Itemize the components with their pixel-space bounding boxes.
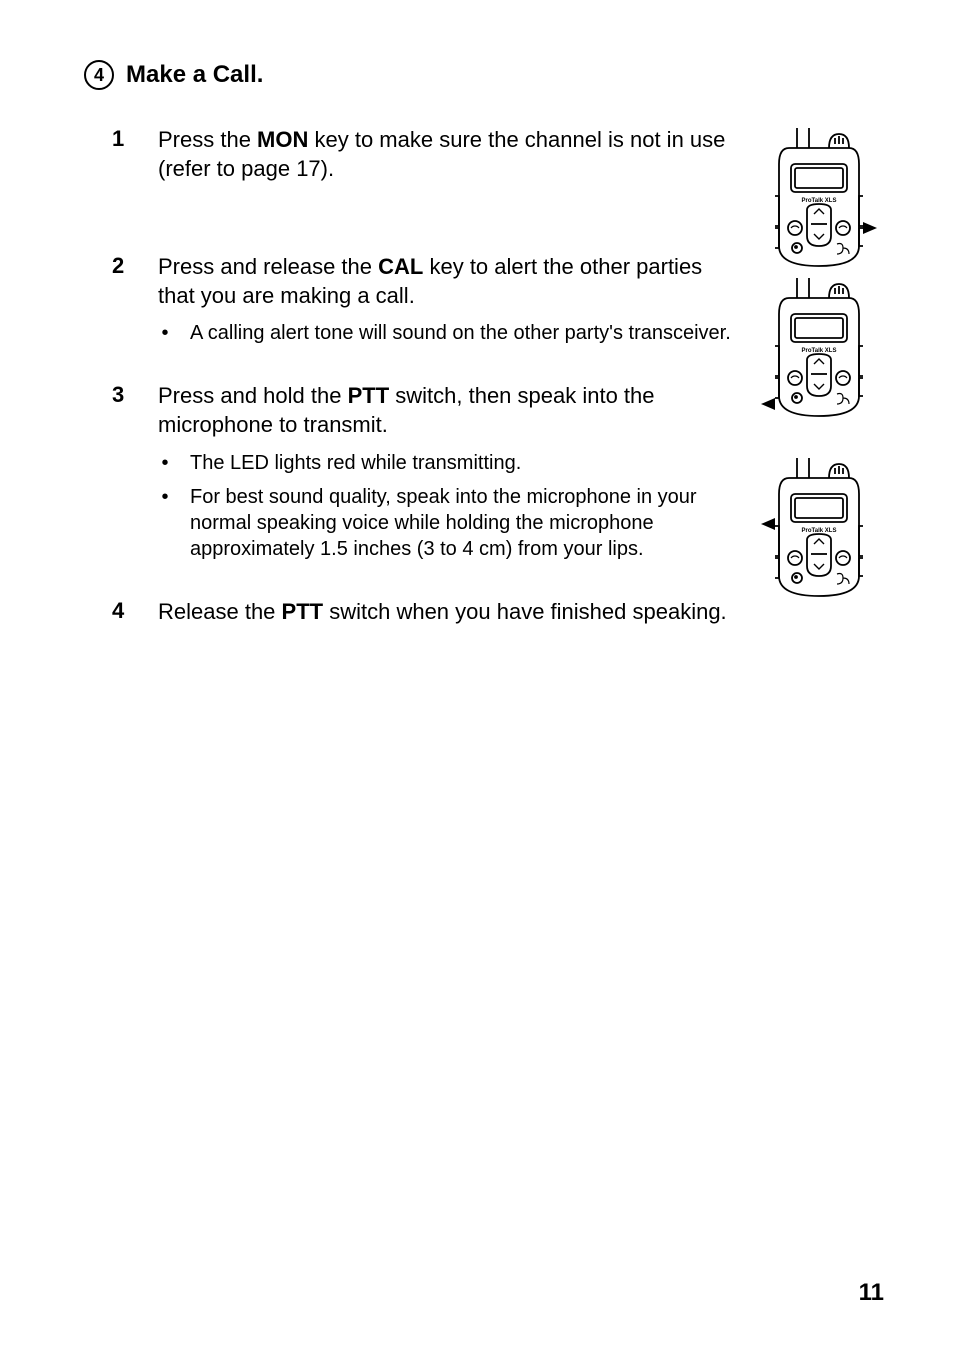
pointer-left-icon bbox=[761, 398, 775, 410]
step-text-post: switch when you have finished speaking. bbox=[323, 599, 727, 624]
bullet-text: For best sound quality, speak into the m… bbox=[190, 484, 734, 562]
step-item: 1 Press the MON key to make sure the cha… bbox=[112, 126, 734, 183]
step-body: Press the MON key to make sure the chann… bbox=[158, 126, 734, 183]
step-number: 3 bbox=[112, 382, 130, 569]
step-item: 3 Press and hold the PTT switch, then sp… bbox=[112, 382, 734, 569]
pointer-left-icon bbox=[761, 518, 775, 530]
sub-bullet-item: • For best sound quality, speak into the… bbox=[158, 484, 734, 562]
step-number: 1 bbox=[112, 126, 130, 183]
page: 4 Make a Call. 1 Press the MON key to ma… bbox=[0, 0, 954, 1345]
section-header: 4 Make a Call. bbox=[84, 60, 884, 90]
bullet-dot-icon: • bbox=[158, 450, 172, 476]
step-number: 2 bbox=[112, 253, 130, 354]
sub-bullet-item: • A calling alert tone will sound on the… bbox=[158, 320, 734, 346]
page-number: 11 bbox=[859, 1279, 884, 1307]
step-text-bold: PTT bbox=[282, 599, 324, 624]
radio-illustration-icon: ProTalk XLS bbox=[759, 276, 879, 426]
sub-bullet-item: • The LED lights red while transmitting. bbox=[158, 450, 734, 476]
bullet-dot-icon: • bbox=[158, 484, 172, 562]
bullet-text: A calling alert tone will sound on the o… bbox=[190, 320, 731, 346]
section-number: 4 bbox=[94, 65, 104, 86]
step-text-pre: Press the bbox=[158, 127, 257, 152]
step-text-bold: PTT bbox=[348, 383, 390, 408]
sub-bullets: • The LED lights red while transmitting.… bbox=[158, 450, 734, 562]
svg-text:ProTalk XLS: ProTalk XLS bbox=[802, 528, 837, 534]
sub-bullets: • A calling alert tone will sound on the… bbox=[158, 320, 734, 346]
step-text-bold: CAL bbox=[378, 254, 423, 279]
step-text-pre: Release the bbox=[158, 599, 282, 624]
step-number: 4 bbox=[112, 598, 130, 627]
radio-illustration-icon: ProTalk XLS bbox=[759, 126, 879, 276]
radio-illustration-icon: ProTalk XLS bbox=[759, 456, 879, 606]
step-item: 4 Release the PTT switch when you have f… bbox=[112, 598, 734, 627]
section-title: Make a Call. bbox=[126, 61, 263, 89]
step-body: Press and hold the PTT switch, then spea… bbox=[158, 382, 734, 569]
step-body: Release the PTT switch when you have fin… bbox=[158, 598, 734, 627]
step-item: 2 Press and release the CAL key to alert… bbox=[112, 253, 734, 354]
step-body: Press and release the CAL key to alert t… bbox=[158, 253, 734, 354]
bullet-dot-icon: • bbox=[158, 320, 172, 346]
pointer-right-icon bbox=[863, 222, 877, 234]
step-text-pre: Press and hold the bbox=[158, 383, 348, 408]
steps-list: 1 Press the MON key to make sure the cha… bbox=[84, 126, 734, 654]
step-text-bold: MON bbox=[257, 127, 308, 152]
section-number-badge: 4 bbox=[84, 60, 114, 90]
step-text-pre: Press and release the bbox=[158, 254, 378, 279]
content-row: 1 Press the MON key to make sure the cha… bbox=[84, 126, 884, 654]
bullet-text: The LED lights red while transmitting. bbox=[190, 450, 521, 476]
illustrations-column: ProTalk XLS bbox=[754, 126, 884, 606]
